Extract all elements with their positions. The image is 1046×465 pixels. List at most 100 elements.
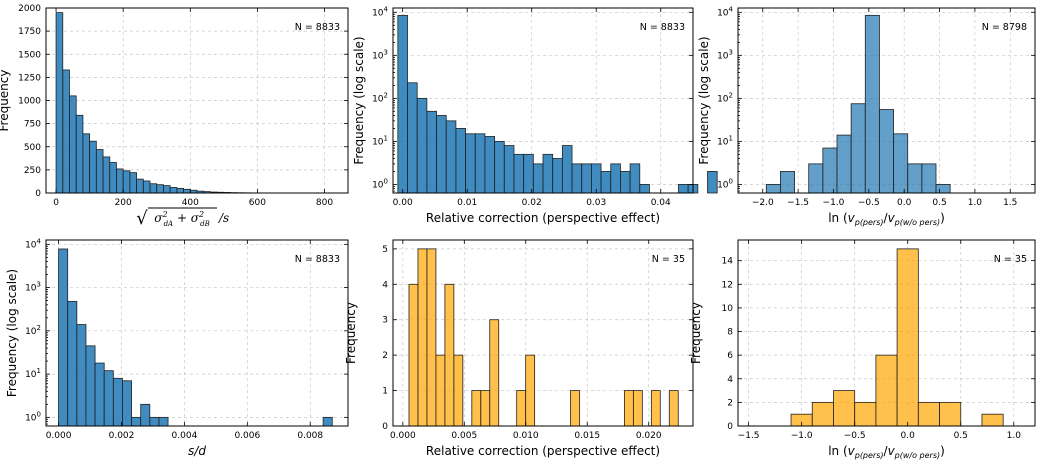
sample-size-label: N = 8833 — [295, 22, 340, 33]
histogram-bar — [129, 172, 137, 194]
histogram-bar — [435, 354, 446, 427]
histogram-bar — [590, 163, 602, 194]
histogram-bar — [149, 183, 158, 194]
histogram-bar — [156, 184, 164, 194]
histogram-bar — [416, 97, 428, 194]
y-axis-label: Frequency — [0, 70, 11, 132]
x-tick-label: 0 — [53, 198, 59, 208]
histogram-bar — [417, 248, 428, 427]
sqrt-sign: √ — [136, 208, 148, 229]
y-tick-label: 4 — [727, 375, 733, 385]
histogram-bar — [407, 82, 418, 194]
y-axis-label: Frequency (log scale) — [5, 269, 19, 397]
y-tick-label: 102 — [717, 91, 733, 104]
x-tick-label: 600 — [249, 198, 266, 208]
sqrt-divisor: /s — [218, 211, 229, 225]
panel-3: −2.0 −1.5 −1.0 −0.5 0.0 0.5 1.0 1.5 100 101 102 103… — [697, 5, 1036, 227]
histogram-bar — [917, 401, 940, 427]
histogram-bar — [58, 248, 69, 427]
histogram-bar — [650, 390, 661, 427]
x-axis-label: s/d — [188, 444, 206, 458]
histogram-bar — [879, 109, 894, 194]
histogram-bar — [854, 401, 877, 427]
histogram-bar — [149, 416, 160, 427]
histogram-bar — [525, 354, 536, 427]
x-tick-label: 0.002 — [109, 431, 135, 441]
y-tick-label: 101 — [372, 134, 388, 147]
histogram-bar — [629, 163, 641, 194]
x-tick-label: 0.0 — [897, 198, 912, 208]
x-axis-label: ln (vp(pers)/vp(w/o pers)) — [828, 211, 945, 227]
y-tick-label: 2 — [727, 398, 733, 408]
panel-4: 0.000 0.002 0.004 0.006 0.008 100 101 102 103 104… — [5, 237, 349, 458]
histogram-bar — [981, 413, 1004, 427]
histogram-bar — [939, 401, 962, 427]
histogram-bar — [532, 163, 544, 194]
x-tick-label: 0.015 — [574, 431, 600, 441]
x-tick-label: 0.010 — [513, 431, 539, 441]
sample-size-label: N = 35 — [652, 254, 685, 265]
sample-size-label: N = 8833 — [295, 254, 340, 265]
x-tick-label: 1.5 — [1003, 198, 1017, 208]
histogram-bar — [610, 163, 621, 194]
histogram-bar — [780, 171, 795, 194]
x-tick-label: 800 — [316, 198, 333, 208]
histogram-bar — [89, 140, 97, 194]
histogram-bar — [95, 149, 104, 194]
panel-5: 0.000 0.005 0.010 0.015 0.020 0 1 2 3 4 5 N = 35 Fre… — [344, 239, 694, 458]
x-tick-label: 400 — [182, 198, 199, 208]
histogram-bar — [131, 416, 142, 427]
sample-size-label: N = 8833 — [640, 22, 685, 33]
histogram-bar — [513, 153, 525, 194]
histogram-bar — [850, 103, 866, 194]
sqrt-expression: σ2 dA + σ2 dB — [154, 210, 209, 228]
y-axis-label: Frequency (log scale) — [352, 36, 366, 164]
histogram-bar — [907, 163, 923, 194]
panel-6: −1.5 −1.0 −0.5 0.0 0.5 1.0 0 2 4 6 8 10 12 14 N = 35 Fr… — [689, 239, 1036, 460]
y-tick-label: 2 — [382, 351, 388, 361]
histogram-bar — [445, 120, 457, 194]
histogram-bar — [707, 171, 718, 194]
histogram-bar — [632, 390, 643, 427]
y-tick-label: 103 — [717, 48, 733, 61]
histogram-bar — [921, 163, 937, 194]
histogram-bar — [103, 370, 114, 427]
plot-frame — [392, 239, 694, 427]
y-tick-label: 8 — [727, 328, 733, 338]
y-tick-label: 103 — [372, 48, 388, 61]
y-tick-label: 5 — [382, 245, 388, 255]
histogram-bar — [67, 300, 78, 427]
y-tick-label: 250 — [24, 166, 41, 176]
histogram-bar — [158, 416, 169, 427]
histogram-bar — [465, 133, 476, 194]
histogram-bar — [62, 69, 70, 194]
x-tick-label: 0.03 — [586, 198, 606, 208]
histogram-bar — [489, 319, 500, 427]
y-tick-label: 100 — [717, 177, 733, 190]
histogram-bar — [122, 380, 132, 427]
y-tick-label: 100 — [372, 177, 388, 190]
y-tick-label: 1 — [382, 387, 388, 397]
y-tick-label: 3 — [382, 316, 388, 326]
histogram-bar — [136, 178, 144, 194]
x-axis-label: Relative correction (perspective effect) — [426, 444, 660, 458]
y-tick-label: 100 — [25, 410, 41, 423]
histogram-bar — [116, 168, 124, 194]
y-tick-label: 104 — [372, 5, 388, 18]
x-tick-label: 0.000 — [46, 431, 72, 441]
x-tick-label: 0.004 — [172, 431, 198, 441]
x-tick-label: −1.0 — [823, 198, 845, 208]
histogram-bar — [833, 390, 856, 427]
y-tick-label: 12 — [722, 280, 733, 290]
y-tick-label: 1500 — [18, 50, 41, 60]
x-tick-label: 0.04 — [651, 198, 671, 208]
histogram-bar — [122, 170, 131, 194]
histogram-bar — [503, 145, 515, 194]
histogram-bar — [109, 162, 117, 194]
histogram-bar — [142, 180, 151, 194]
histogram-bar — [112, 377, 123, 427]
x-tick-label: 0.5 — [932, 198, 946, 208]
x-tick-label: −1.5 — [787, 198, 809, 208]
histogram-bar — [523, 153, 534, 194]
x-tick-label: −1.0 — [791, 431, 813, 441]
